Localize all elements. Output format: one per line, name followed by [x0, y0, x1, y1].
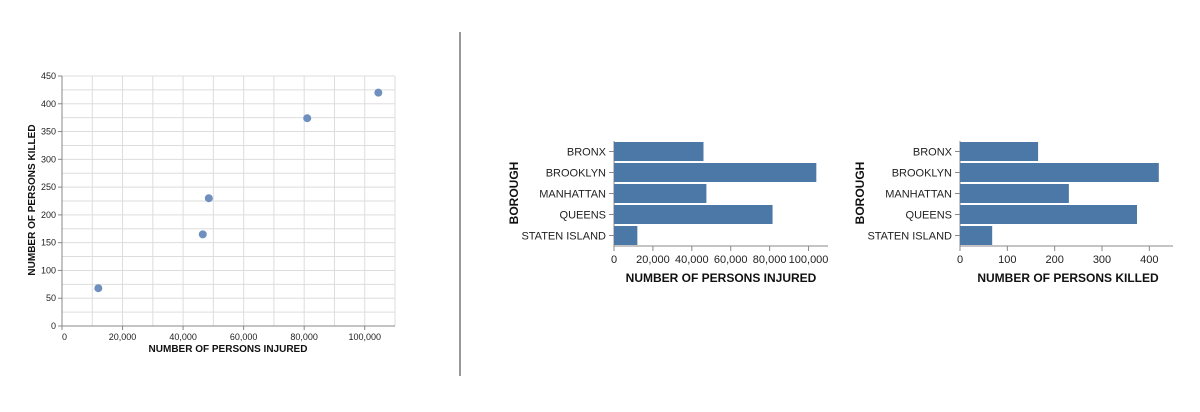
scatter-y-axis-title: NUMBER OF PERSONS KILLED [27, 124, 38, 275]
injured-x-ticks: 0 20,000 40,000 60,000 80,000 100,000 [611, 246, 828, 266]
killed-x-tick-label: 100 [998, 254, 1016, 266]
killed-bar-chart: BRONX BROOKLYN MANHATTAN QUEENS STATEN ISLAN… [853, 141, 1173, 285]
killed-category-labels: BRONX BROOKLYN MANHATTAN QUEENS STATEN ISLAN… [867, 147, 960, 243]
killed-x-axis-title: NUMBER OF PERSONS KILLED [977, 271, 1159, 285]
killed-bar [960, 163, 1159, 182]
injured-x-tick-label: 40,000 [675, 254, 709, 266]
injured-category-label: BROOKLYN [546, 168, 606, 180]
injured-bar [614, 205, 773, 224]
scatter-x-tick-label: 0 [62, 332, 67, 342]
injured-bars [614, 142, 817, 245]
injured-x-tick-label: 60,000 [714, 254, 748, 266]
killed-x-tick-label: 300 [1093, 254, 1111, 266]
injured-bar [614, 142, 704, 161]
scatter-x-tick-label: 60,000 [230, 332, 258, 342]
scatter-x-tick-label: 100,000 [348, 332, 381, 342]
injured-x-axis-title: NUMBER OF PERSONS INJURED [626, 271, 817, 285]
killed-bar [960, 205, 1138, 224]
injured-category-label: QUEENS [560, 210, 606, 222]
injured-x-tick-label: 0 [611, 254, 617, 266]
killed-x-tick-label: 400 [1140, 254, 1158, 266]
scatter-grid [61, 75, 396, 327]
killed-y-axis-title: BOROUGH [853, 162, 867, 225]
scatter-y-tick-label: 50 [46, 293, 56, 303]
scatter-x-tick-label: 80,000 [290, 332, 318, 342]
scatter-y-tick-label: 150 [41, 238, 56, 248]
scatter-y-tick-label: 0 [51, 321, 56, 331]
scatter-y-tick-label: 300 [41, 154, 56, 164]
scatter-x-tick-label: 40,000 [169, 332, 197, 342]
killed-x-ticks: 0 100 200 300 400 [957, 246, 1159, 266]
injured-bar [614, 163, 817, 182]
scatter-point [303, 114, 312, 123]
injured-x-tick-label: 80,000 [753, 254, 787, 266]
injured-bar [614, 226, 638, 245]
killed-bars [960, 142, 1159, 245]
injured-category-labels: BRONX BROOKLYN MANHATTAN QUEENS STATEN ISLAN… [521, 147, 614, 243]
scatter-plot: 0 20,000 40,000 60,000 80,000 100,000 0 50 100 1… [27, 71, 396, 355]
scatter-x-ticks: 0 20,000 40,000 60,000 80,000 100,000 [61, 326, 381, 342]
scatter-y-tick-label: 100 [41, 265, 56, 275]
killed-x-tick-label: 0 [957, 254, 963, 266]
injured-x-tick-label: 20,000 [636, 254, 670, 266]
scatter-points [94, 88, 383, 293]
injured-bar-chart: BRONX BROOKLYN MANHATTAN QUEENS STATEN ISLAN… [507, 141, 828, 285]
killed-category-label: QUEENS [906, 210, 952, 222]
scatter-y-tick-label: 450 [41, 71, 56, 81]
killed-bar [960, 142, 1039, 161]
killed-category-label: STATEN ISLAND [867, 231, 952, 243]
scatter-x-tick-label: 20,000 [109, 332, 137, 342]
killed-x-tick-label: 200 [1045, 254, 1063, 266]
scatter-point [198, 230, 207, 239]
scatter-point [374, 88, 383, 97]
scatter-axes [61, 76, 395, 327]
killed-category-label: BROOKLYN [892, 168, 952, 180]
injured-y-axis-title: BOROUGH [507, 162, 521, 225]
scatter-point [204, 194, 213, 203]
injured-x-tick-label: 100,000 [789, 254, 829, 266]
killed-bar [960, 226, 993, 245]
injured-category-label: STATEN ISLAND [521, 231, 606, 243]
injured-category-label: BRONX [567, 147, 607, 159]
scatter-y-ticks: 0 50 100 150 200 250 300 350 400 450 [41, 71, 62, 331]
injured-bar [614, 184, 707, 203]
scatter-y-tick-label: 350 [41, 127, 56, 137]
injured-category-label: MANHATTAN [539, 189, 606, 201]
scatter-y-tick-label: 250 [41, 182, 56, 192]
scatter-point [94, 284, 103, 293]
scatter-y-tick-label: 200 [41, 210, 56, 220]
scatter-y-tick-label: 400 [41, 99, 56, 109]
killed-bar [960, 184, 1069, 203]
scatter-x-axis-title: NUMBER OF PERSONS INJURED [149, 344, 308, 355]
killed-category-label: MANHATTAN [885, 189, 952, 201]
killed-category-label: BRONX [913, 147, 953, 159]
